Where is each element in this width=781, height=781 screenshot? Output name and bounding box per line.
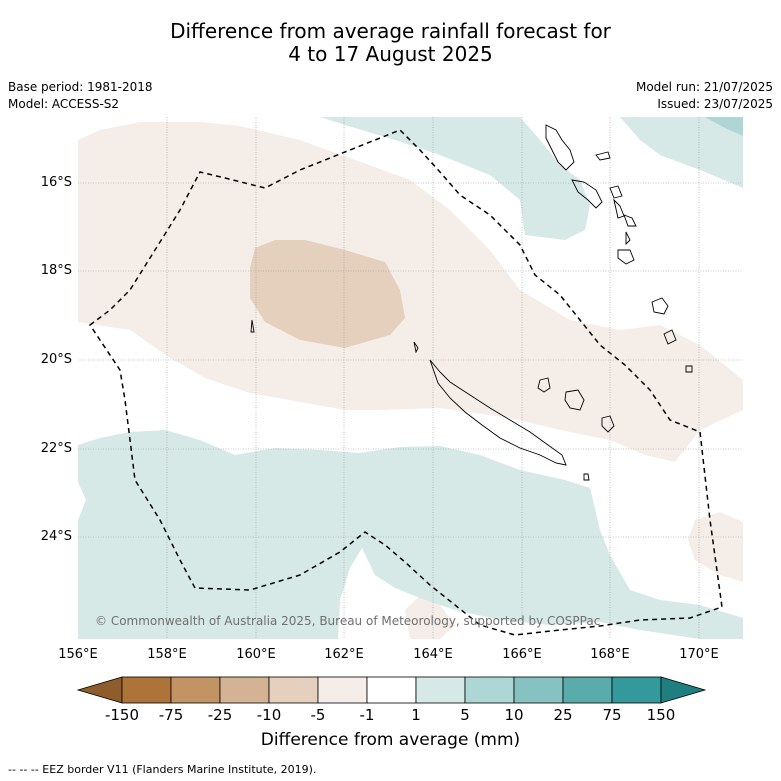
y-tick-18s: 18°S <box>40 263 72 278</box>
coastline-vanuatu-2 <box>595 151 611 161</box>
y-tick-24s: 24°S <box>40 529 72 544</box>
colorbar-segment <box>366 676 417 704</box>
colorbar-segment <box>611 676 662 704</box>
colorbar-segment <box>268 676 319 704</box>
footnote-eez: -- -- -- EEZ border V11 (Flanders Marine… <box>8 763 317 776</box>
colorbar-tick: -10 <box>256 706 282 724</box>
y-tick-22s: 22°S <box>40 441 72 456</box>
y-tick-16s: 16°S <box>40 175 72 190</box>
coastline-vanuatu-6 <box>623 214 637 227</box>
x-tick-158e: 158°E <box>147 647 187 662</box>
rainfall-contours <box>78 117 743 639</box>
coastline-vanuatu-7 <box>625 231 631 246</box>
coastline-vanuatu-4 <box>609 185 623 199</box>
coastlines <box>250 124 693 481</box>
coastline-islet-2 <box>583 473 590 481</box>
x-tick-162e: 162°E <box>324 647 364 662</box>
colorbar-tick: -1 <box>359 706 375 724</box>
y-tick-20s: 20°S <box>40 352 72 367</box>
colorbar-label: Difference from average (mm) <box>260 730 521 750</box>
x-tick-164e: 164°E <box>413 647 453 662</box>
title-line-1: Difference from average rainfall forecas… <box>170 19 611 43</box>
contour-light-brown <box>78 122 743 462</box>
copyright-notice: © Commonwealth of Australia 2025, Bureau… <box>95 614 601 628</box>
colorbar <box>76 676 707 704</box>
contour-light-brown-3 <box>405 596 455 639</box>
colorbar-segment <box>317 676 368 704</box>
colorbar-tick: 1 <box>411 706 421 724</box>
colorbar-tick: 25 <box>553 706 573 724</box>
base-period: Base period: 1981-2018 <box>8 80 153 94</box>
coastline-vanuatu-1 <box>545 124 575 171</box>
coastline-islet-4 <box>250 319 255 333</box>
coastline-matthew-1 <box>651 297 669 315</box>
meta-left: Base period: 1981-2018 Model: ACCESS-S2 <box>8 79 153 113</box>
coastline-vanuatu-8 <box>617 249 635 265</box>
colorbar-tick: 10 <box>504 706 524 724</box>
colorbar-tick: 5 <box>460 706 470 724</box>
coastline-islet-3 <box>685 365 693 373</box>
colorbar-segment <box>464 676 515 704</box>
model-run: Model run: 21/07/2025 <box>635 80 773 94</box>
coastline-loyalty-1 <box>537 377 551 393</box>
colorbar-segment <box>562 676 613 704</box>
map-title: Difference from average rainfall forecas… <box>0 20 781 66</box>
colorbar-segment <box>170 676 221 704</box>
colorbar-tick: -150 <box>104 706 140 724</box>
contour-light-teal-south <box>78 430 743 639</box>
colorbar-tick: -75 <box>158 706 184 724</box>
x-tick-160e: 160°E <box>236 647 276 662</box>
model-name: Model: ACCESS-S2 <box>8 97 120 111</box>
x-tick-170e: 170°E <box>679 647 719 662</box>
contour-white-notch <box>78 482 86 520</box>
meta-right: Model run: 21/07/2025 Issued: 23/07/2025 <box>636 79 773 113</box>
contour-light-teal-north <box>320 117 590 240</box>
x-tick-156e: 156°E <box>58 647 98 662</box>
colorbar-tick: -25 <box>207 706 233 724</box>
coastline-matthew-2 <box>663 329 677 345</box>
contour-brown <box>250 240 405 348</box>
colorbar-extend-high <box>660 676 707 704</box>
coastline-vanuatu-3 <box>571 179 603 209</box>
colorbar-segment <box>513 676 564 704</box>
colorbar-segment <box>121 676 172 704</box>
coastline-loyalty-2 <box>564 389 585 411</box>
x-tick-166e: 166°E <box>502 647 542 662</box>
colorbar-segment <box>415 676 466 704</box>
contour-teal-ne <box>705 117 743 136</box>
issued-date: Issued: 23/07/2025 <box>657 97 773 111</box>
coastline-islet-1 <box>413 341 419 354</box>
title-line-2: 4 to 17 August 2025 <box>288 42 493 66</box>
coastline-new-caledonia <box>429 359 567 466</box>
colorbar-tick: 75 <box>602 706 622 724</box>
coastline-loyalty-3 <box>601 415 615 433</box>
gridlines <box>78 117 743 639</box>
colorbar-tick: -5 <box>310 706 326 724</box>
colorbar-segment <box>219 676 270 704</box>
colorbar-tick: 150 <box>646 706 676 724</box>
contour-light-teal-ne <box>620 117 743 188</box>
colorbar-extend-low <box>76 676 123 704</box>
x-tick-168e: 168°E <box>590 647 630 662</box>
contour-light-brown-2 <box>688 512 743 582</box>
